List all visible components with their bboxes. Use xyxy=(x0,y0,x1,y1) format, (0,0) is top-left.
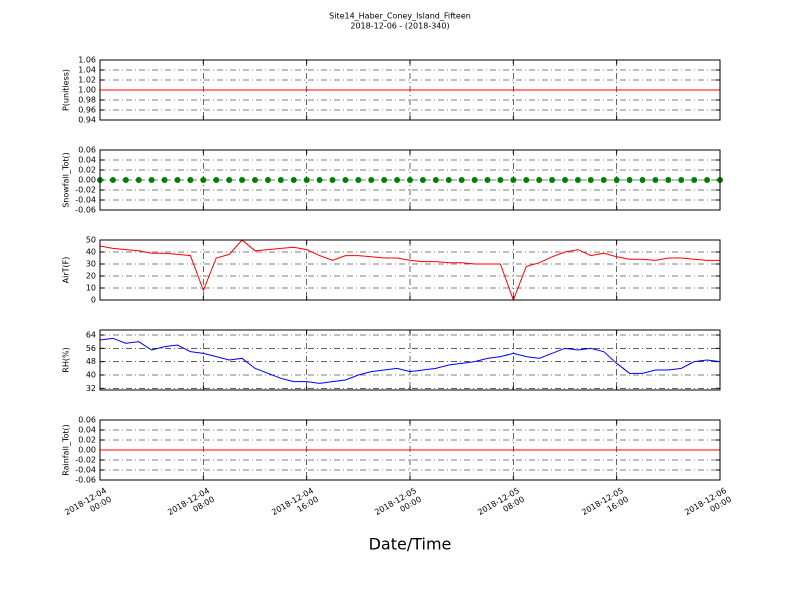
plot-frame xyxy=(99,149,721,211)
y-tick-label: 48 xyxy=(86,357,96,366)
y-tick-label: 0.98 xyxy=(78,96,96,105)
y-tick-label: 50 xyxy=(86,236,96,245)
data-point xyxy=(355,177,362,183)
data-point xyxy=(523,177,530,183)
data-point xyxy=(419,177,426,183)
y-tick-label: 1.02 xyxy=(78,76,96,85)
y-tick-label: -0.04 xyxy=(75,196,96,205)
data-point xyxy=(290,177,297,183)
chart-subtitle: 2018-12-06 - (2018-340) xyxy=(350,22,449,31)
y-tick-label: -0.04 xyxy=(75,466,96,475)
data-point xyxy=(226,177,233,183)
data-point xyxy=(252,177,258,183)
data-point xyxy=(213,177,220,183)
y-tick-label: 0.00 xyxy=(78,176,96,185)
y-tick-label: 0.96 xyxy=(78,106,96,115)
data-point xyxy=(587,177,594,183)
y-tick-label: 0.00 xyxy=(78,446,96,455)
data-point xyxy=(303,177,310,183)
data-point xyxy=(368,177,375,183)
data-point xyxy=(574,177,581,183)
data-point xyxy=(549,177,556,183)
y-axis-label: RH(%) xyxy=(62,347,71,372)
data-point xyxy=(432,177,439,183)
y-axis-label: Snowfall_Tot() xyxy=(62,152,71,208)
y-tick-label: 0.02 xyxy=(78,166,96,175)
y-axis-label: AirT(F) xyxy=(62,257,71,284)
data-point xyxy=(562,177,568,183)
data-point xyxy=(239,177,246,183)
x-axis-label: Date/Time xyxy=(369,535,452,554)
data-point xyxy=(277,177,284,183)
data-point xyxy=(329,177,336,183)
plot-frame xyxy=(99,239,721,301)
data-point xyxy=(704,177,711,183)
y-tick-label: 0.06 xyxy=(78,416,96,425)
data-point xyxy=(626,177,633,183)
plot-frame xyxy=(99,419,721,481)
data-point xyxy=(407,177,413,183)
data-point xyxy=(600,177,607,183)
y-tick-label: 0.04 xyxy=(78,156,96,165)
data-point xyxy=(458,177,465,183)
y-tick-label: 40 xyxy=(86,371,96,380)
data-point xyxy=(381,177,388,183)
y-tick-label: 32 xyxy=(86,384,96,393)
data-point xyxy=(148,177,155,183)
plot-frame xyxy=(99,59,721,121)
data-point xyxy=(316,177,323,183)
data-point xyxy=(652,177,659,183)
y-axis-label: Rainfall_Tot() xyxy=(62,424,71,476)
data-point xyxy=(471,177,478,183)
data-point xyxy=(187,177,194,183)
y-tick-label: 30 xyxy=(86,260,96,269)
y-tick-label: 56 xyxy=(86,344,96,353)
y-tick-label: 0.94 xyxy=(78,116,96,125)
y-tick-label: 1.06 xyxy=(78,56,96,65)
data-point xyxy=(445,177,452,183)
data-point xyxy=(394,177,401,183)
data-point xyxy=(342,177,349,183)
data-point xyxy=(639,177,646,183)
data-point xyxy=(200,177,207,183)
data-point xyxy=(122,177,129,183)
y-tick-label: -0.02 xyxy=(75,456,96,465)
y-tick-label: -0.06 xyxy=(75,476,96,485)
data-line xyxy=(99,239,720,302)
y-tick-label: 64 xyxy=(86,331,96,340)
y-axis-label: P(unitless) xyxy=(62,69,71,111)
data-point xyxy=(174,177,181,183)
y-tick-label: 10 xyxy=(86,284,96,293)
data-point xyxy=(497,177,504,183)
y-tick-label: -0.06 xyxy=(75,206,96,215)
y-tick-label: 40 xyxy=(86,248,96,257)
chart-title: Site14_Haber_Coney_Island_Fifteen xyxy=(329,12,471,21)
y-tick-label: -0.02 xyxy=(75,186,96,195)
data-point xyxy=(536,177,543,183)
data-point xyxy=(264,177,271,183)
y-tick-label: 1.00 xyxy=(78,86,96,95)
y-tick-label: 20 xyxy=(86,272,96,281)
y-tick-label: 0.02 xyxy=(78,436,96,445)
y-tick-label: 0.06 xyxy=(78,146,96,155)
plot-frame xyxy=(99,329,721,391)
y-tick-label: 0 xyxy=(91,296,96,305)
data-point xyxy=(161,177,168,183)
data-point xyxy=(665,177,672,183)
data-point xyxy=(135,177,142,183)
data-point xyxy=(691,177,698,183)
data-line xyxy=(99,337,721,384)
data-point xyxy=(484,177,491,183)
data-point xyxy=(510,177,517,183)
data-point xyxy=(109,177,116,183)
y-tick-label: 1.04 xyxy=(78,66,96,75)
data-point xyxy=(613,177,620,183)
data-point xyxy=(678,177,685,183)
y-tick-label: 0.04 xyxy=(78,426,96,435)
